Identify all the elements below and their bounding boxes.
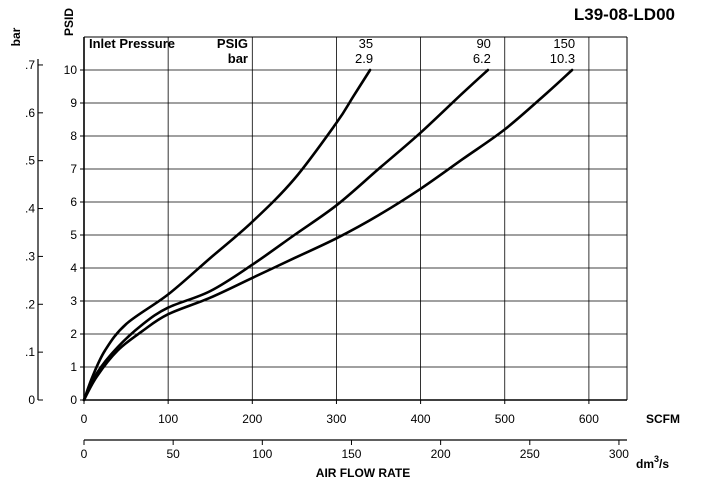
series-line-90-psig bbox=[82, 68, 490, 402]
y-tick-label: 0 bbox=[70, 393, 77, 407]
legend-bar-value: 2.9 bbox=[355, 51, 373, 66]
legend-bar-label: bar bbox=[228, 51, 248, 66]
y-tick-label: 6 bbox=[70, 195, 77, 209]
y2-tick-label: .1 bbox=[25, 345, 35, 359]
y-tick-label: 5 bbox=[70, 228, 77, 242]
y2-tick-label: .7 bbox=[25, 58, 35, 72]
y2-tick-label: .2 bbox=[25, 297, 35, 311]
y-tick-label: 4 bbox=[70, 261, 77, 275]
chart-title: L39-08-LD00 bbox=[574, 5, 675, 24]
x-tick-label: 400 bbox=[411, 412, 431, 426]
y-tick-label: 3 bbox=[70, 294, 77, 308]
legend-title: Inlet Pressure bbox=[89, 36, 175, 51]
x-tick-label: 0 bbox=[81, 412, 88, 426]
grid bbox=[84, 37, 627, 400]
series-lines bbox=[82, 68, 574, 402]
x2-tick-label: 200 bbox=[431, 447, 451, 461]
y2-tick-label: 0 bbox=[28, 393, 35, 407]
x-axis-label: AIR FLOW RATE bbox=[316, 466, 410, 480]
x-tick-label: 100 bbox=[158, 412, 178, 426]
y-tick-label: 9 bbox=[70, 96, 77, 110]
x2-tick-label: 250 bbox=[520, 447, 540, 461]
y-axis-label-secondary: bar bbox=[9, 27, 23, 46]
x-tick-label: 500 bbox=[495, 412, 515, 426]
y2-tick-label: .5 bbox=[25, 154, 35, 168]
x2-tick-label: 300 bbox=[609, 447, 629, 461]
x-tick-label: 600 bbox=[579, 412, 599, 426]
series-line-150-psig bbox=[82, 68, 574, 402]
y-tick-label: 1 bbox=[70, 360, 77, 374]
legend-psig-value: 150 bbox=[553, 36, 575, 51]
y2-tick-label: .3 bbox=[25, 249, 35, 263]
legend-bar-value: 6.2 bbox=[473, 51, 491, 66]
x-tick-label: 200 bbox=[242, 412, 262, 426]
legend-psig-value: 35 bbox=[359, 36, 373, 51]
x2-tick-label: 150 bbox=[341, 447, 361, 461]
x-tick-label: 300 bbox=[326, 412, 346, 426]
x2-tick-label: 100 bbox=[252, 447, 272, 461]
x2-tick-label: 50 bbox=[166, 447, 180, 461]
y-tick-label: 7 bbox=[70, 162, 77, 176]
y2-tick-label: .4 bbox=[25, 202, 35, 216]
legend-bar-value: 10.3 bbox=[550, 51, 575, 66]
x2-tick-label: 0 bbox=[81, 447, 88, 461]
y-tick-label: 2 bbox=[70, 327, 77, 341]
y-tick-label: 10 bbox=[64, 63, 78, 77]
legend-psig-label: PSIG bbox=[217, 36, 248, 51]
x-unit-primary: SCFM bbox=[646, 412, 680, 426]
y-tick-label: 8 bbox=[70, 129, 77, 143]
x-unit-secondary: dm3/s bbox=[636, 454, 669, 471]
series-line-35-psig bbox=[82, 68, 372, 402]
legend-psig-value: 90 bbox=[476, 36, 490, 51]
y-axis-label-primary: PSID bbox=[62, 8, 76, 36]
axes bbox=[37, 36, 628, 445]
y2-tick-label: .6 bbox=[25, 106, 35, 120]
